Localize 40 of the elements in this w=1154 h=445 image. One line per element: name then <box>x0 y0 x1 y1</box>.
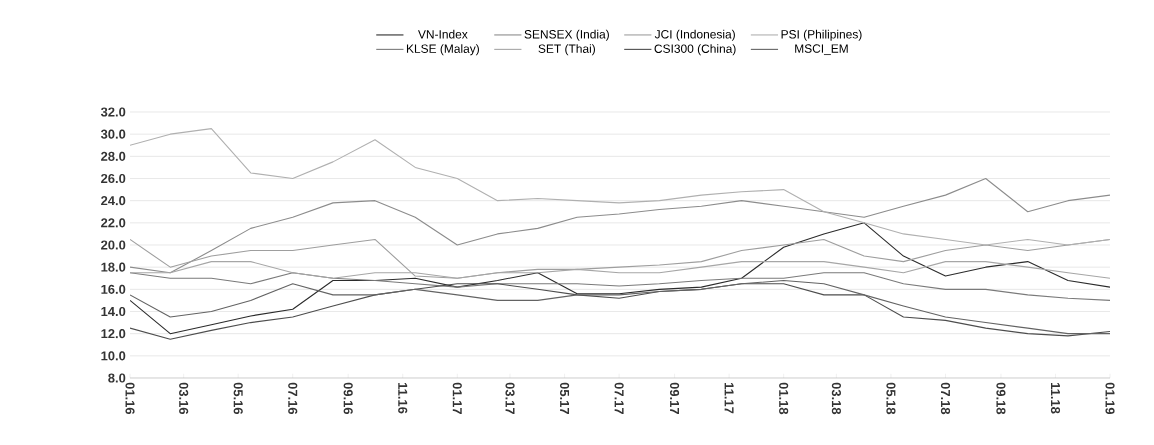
y-tick-label: 26.0 <box>101 173 126 184</box>
legend-label: KLSE (Malay) <box>406 44 479 56</box>
x-tick-label: 09.16 <box>343 382 353 415</box>
x-tick-label: 03.18 <box>831 382 841 415</box>
legend-label: CSI300 (China) <box>654 44 736 56</box>
x-tick-label: 11.17 <box>724 383 734 414</box>
x-tick-label: 05.18 <box>886 382 896 415</box>
x-tick-label: 05.16 <box>233 382 243 415</box>
legend-label: VN-Index <box>418 29 468 39</box>
x-tick-label: 03.16 <box>179 382 189 415</box>
y-tick-label: 30.0 <box>100 129 126 139</box>
legend-label: SENSEX (India) <box>524 29 609 41</box>
x-tick-label: 01.16 <box>125 382 135 415</box>
y-tick-label: 24.0 <box>101 196 126 206</box>
y-tick-label: 32.0 <box>100 107 126 117</box>
y-tick-label: 8.0 <box>108 373 126 383</box>
x-tick-label: 05.17 <box>559 382 570 415</box>
legend-label: JCI (Indonesia) <box>654 29 735 41</box>
y-tick-label: 20.0 <box>101 240 126 250</box>
y-tick-label: 14.0 <box>101 306 126 317</box>
legend-label: SET (Thai) <box>538 44 595 56</box>
x-tick-label: 09.17 <box>669 382 680 415</box>
x-tick-label: 07.17 <box>614 382 624 415</box>
x-tick-label: 07.18 <box>940 382 951 415</box>
x-tick-label: 11.18 <box>1050 383 1061 414</box>
x-tick-label: 11.16 <box>398 383 408 414</box>
y-tick-label: 22.0 <box>101 218 126 228</box>
legend-label: MSCI_EM <box>795 44 848 56</box>
y-tick-label: 10.0 <box>101 351 126 361</box>
legend-label: PSI (Philipines) <box>781 29 862 41</box>
y-tick-label: 12.0 <box>101 329 126 339</box>
x-tick-label: 01.19 <box>1105 382 1115 415</box>
x-tick-label: 09.18 <box>996 382 1006 415</box>
y-tick-label: 18.0 <box>101 262 126 272</box>
x-tick-label: 07.16 <box>288 382 298 415</box>
y-tick-label: 28.0 <box>101 151 126 161</box>
x-tick-label: 01.17 <box>452 382 462 415</box>
y-tick-label: 16.0 <box>101 284 126 294</box>
x-tick-label: 01.18 <box>779 382 789 415</box>
x-tick-label: 03.17 <box>505 382 515 415</box>
